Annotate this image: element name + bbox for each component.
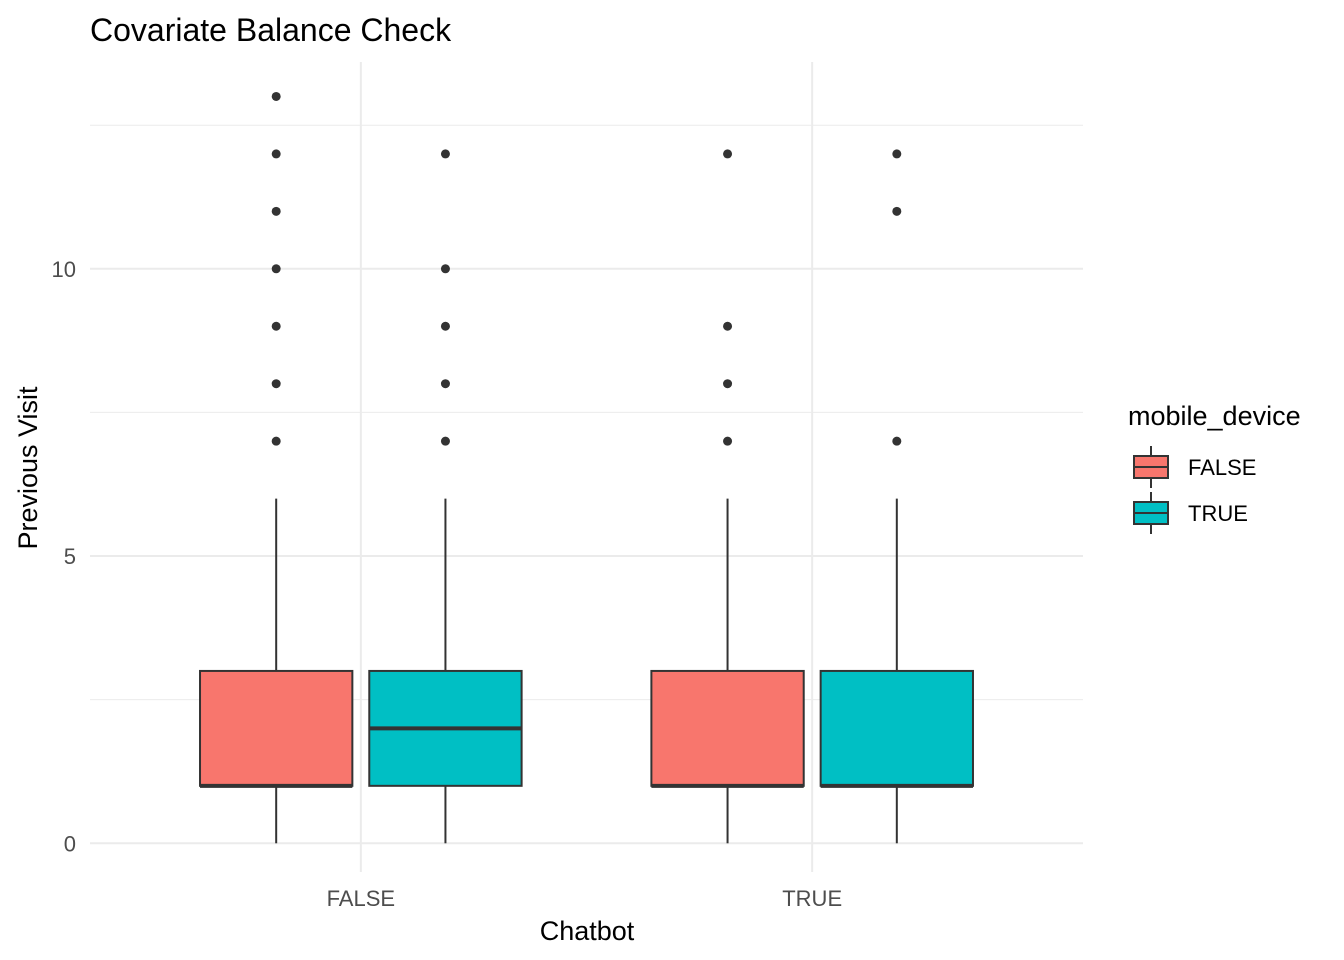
box-true-false: [368, 149, 523, 844]
outlier-point: [271, 379, 281, 389]
y-tick-label: 5: [64, 544, 76, 569]
outlier-point: [440, 149, 450, 159]
outlier-point: [440, 436, 450, 446]
x-tick-label: FALSE: [327, 886, 395, 911]
box-body: [650, 669, 805, 787]
outlier-point: [892, 436, 902, 446]
axis-layer: 0 5 10 FALSE TRUE: [52, 257, 843, 911]
box-layer: [199, 91, 974, 844]
outlier-point: [892, 206, 902, 216]
legend: mobile_device FALSE TRUE: [1128, 401, 1301, 534]
x-tick-label: TRUE: [782, 886, 842, 911]
grid-layer: [90, 62, 1083, 872]
legend-label: FALSE: [1188, 455, 1256, 480]
outlier-point: [440, 379, 450, 389]
box-false-true: [650, 149, 805, 844]
outlier-point: [271, 91, 281, 101]
outlier-point: [723, 149, 733, 159]
y-axis-label: Previous Visit: [13, 386, 43, 550]
legend-entry-true: TRUE: [1133, 492, 1248, 534]
box-body: [819, 669, 974, 787]
y-tick-label: 10: [52, 257, 76, 282]
outlier-point: [271, 264, 281, 274]
outlier-point: [723, 436, 733, 446]
outlier-point: [440, 321, 450, 331]
box-body: [199, 669, 354, 787]
legend-keys: FALSE TRUE: [1133, 446, 1256, 534]
legend-title: mobile_device: [1128, 401, 1301, 431]
outlier-point: [271, 321, 281, 331]
legend-entry-false: FALSE: [1133, 446, 1256, 488]
outlier-point: [271, 149, 281, 159]
box-true-true: [819, 149, 974, 844]
chart-title: Covariate Balance Check: [90, 12, 452, 48]
x-axis-label: Chatbot: [540, 916, 635, 946]
outlier-point: [271, 206, 281, 216]
outlier-point: [440, 264, 450, 274]
box-false-false: [199, 91, 354, 844]
legend-label: TRUE: [1188, 501, 1248, 526]
outlier-point: [892, 149, 902, 159]
y-tick-label: 0: [64, 831, 76, 856]
outlier-point: [271, 436, 281, 446]
outlier-point: [723, 379, 733, 389]
outlier-point: [723, 321, 733, 331]
